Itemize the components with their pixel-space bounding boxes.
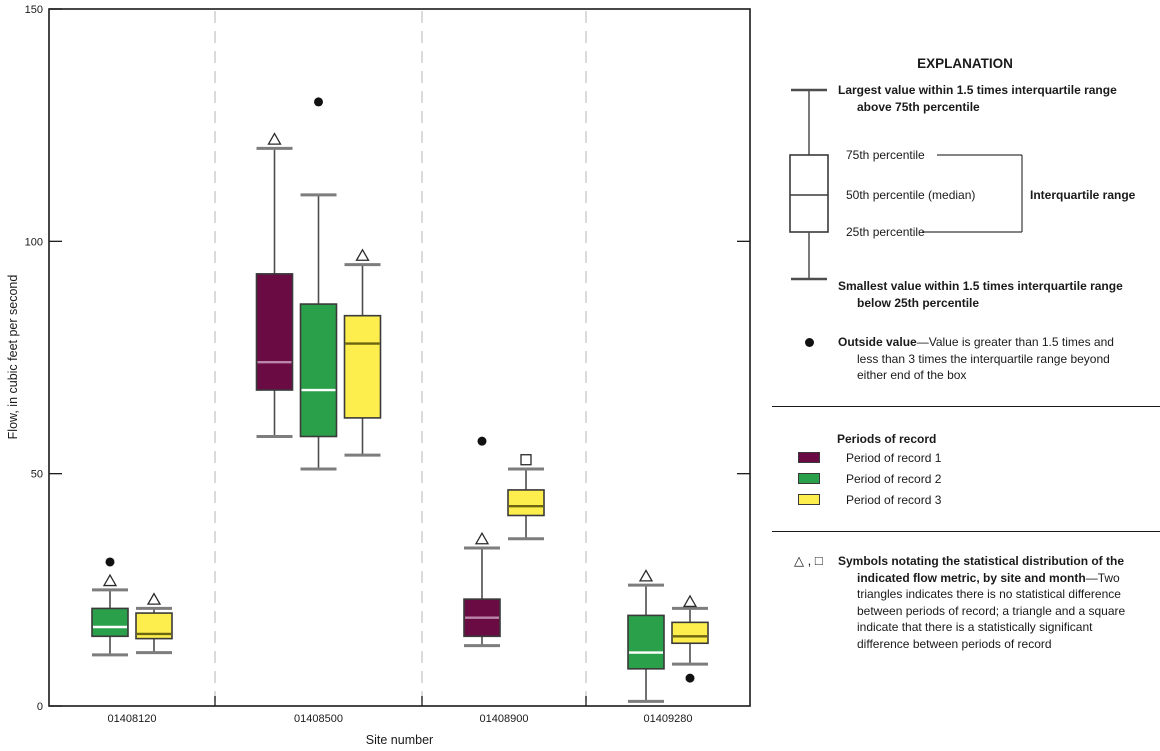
outlier-dot [685,673,695,683]
period3-label: Period of record 3 [846,493,942,507]
divider-line [772,531,1160,532]
outlier-dot [314,97,323,107]
box-rect [627,614,665,670]
period3-swatch-icon [798,494,820,505]
x-category-label: 01408500 [294,713,343,725]
pct50-label: 50th percentile (median) [846,188,976,202]
smallest-value-label: Smallest value within 1.5 times interqua… [838,279,1123,310]
triangle-square-icons: △ , □ [794,553,823,568]
triangle-symbol [267,132,282,145]
triangle-symbol [102,573,118,587]
box-rect [671,621,709,645]
box-rect [91,607,129,638]
y-tick-label: 150 [25,4,43,16]
outlier-dot [105,557,115,567]
period2-label: Period of record 2 [846,472,942,486]
y-axis-title: Flow, in cubic feet per second [6,274,20,440]
outside-value-dot-icon [805,338,814,347]
sample-box [789,154,829,233]
x-category-label: 01409280 [644,713,693,725]
symbols-lead: Symbols notating the statistical distrib… [838,554,1125,585]
square-symbol [520,454,532,466]
iqr-label: Interquartile range [1030,188,1136,202]
explanation-title: EXPLANATION [917,56,1013,71]
periods-of-record-header: Periods of record [837,432,937,446]
triangle-symbol [638,569,654,582]
outlier-dot [477,436,487,446]
plot-frame [48,8,751,707]
outside-value-lead: Outside value [838,335,917,349]
box-rect [299,303,338,438]
largest-value-label: Largest value within 1.5 times interquar… [838,83,1117,114]
sample-boxplot-diagram [789,88,1023,281]
outside-value-text: Outside value—Value is greater than 1.5 … [770,334,1157,384]
box-rect [343,314,382,419]
triangle-symbol [355,248,370,261]
symbols-rest: —Two triangles indicates there is no sta… [857,570,1126,651]
pct25-label: 25th percentile [846,225,925,239]
outside-value-rest: —Value is greater than 1.5 times and les… [857,335,1114,382]
y-tick-label: 0 [37,701,43,713]
x-category-label: 01408120 [108,713,157,725]
x-axis-title: Site number [365,733,434,747]
triangle-symbol [474,531,490,545]
triangle-symbol [682,594,698,608]
period1-label: Period of record 1 [846,451,942,465]
boxplot-chart: 0 50 100 150 01408120 01408500 01408900 0140928… [25,4,751,725]
y-tick-label: 50 [31,469,43,481]
x-category-label: 01408900 [480,713,529,725]
pct75-label: 75th percentile [846,148,925,162]
box-rect [507,489,545,517]
explanation-panel: EXPLANATION Largest value within 1.5 tim… [770,0,1160,751]
divider-line [772,406,1160,407]
period2-swatch-icon [798,473,820,484]
symbols-text: Symbols notating the statistical distrib… [770,553,1157,652]
triangle-symbol [146,592,162,605]
period1-swatch-icon [798,452,820,463]
box-rect [255,273,294,391]
y-tick-label: 100 [25,236,43,248]
